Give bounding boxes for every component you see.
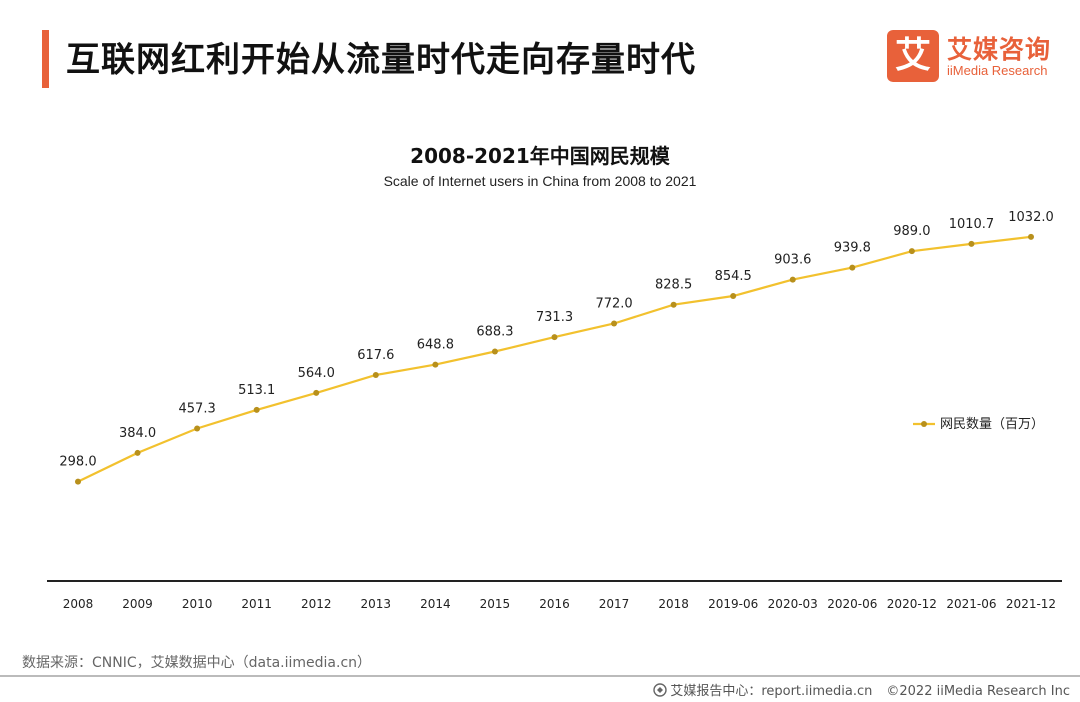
data-label: 854.5 (715, 269, 752, 284)
data-point (730, 293, 737, 300)
x-tick-label: 2021-06 (946, 597, 996, 611)
data-point (313, 389, 320, 396)
data-source: 数据来源：CNNIC，艾媒数据中心（data.iimedia.cn） (22, 655, 372, 671)
x-tick-label: 2018 (658, 597, 689, 611)
page-title: 互联网红利开始从流量时代走向存量时代 (66, 40, 696, 80)
data-point (432, 361, 439, 368)
data-label: 828.5 (655, 278, 692, 293)
data-label: 1032.0 (1008, 210, 1054, 225)
series-line (77, 235, 1032, 483)
data-label: 989.0 (893, 224, 930, 239)
legend-marker (921, 421, 927, 427)
data-label: 903.6 (774, 253, 811, 268)
x-tick-label: 2016 (539, 597, 570, 611)
logo-mark: 艾 (887, 30, 939, 82)
logo-english-name: iiMedia Research (947, 63, 1048, 78)
data-point (253, 406, 260, 413)
data-label: 298.0 (59, 455, 96, 470)
data-label: 617.6 (357, 348, 394, 363)
report-center-icon (653, 683, 668, 697)
data-point (75, 478, 81, 485)
x-tick-label: 2017 (599, 597, 630, 611)
title-accent-bar (42, 30, 49, 88)
data-point (670, 301, 677, 308)
x-tick-label: 2014 (420, 597, 451, 611)
footer-divider (0, 675, 1080, 677)
x-tick-label: 2013 (361, 597, 392, 611)
line-chart: 2008 2009 2010 2011 2012 2013 2014 2015 2016 2017… (47, 210, 1062, 611)
x-tick-label: 2020-12 (887, 597, 937, 611)
x-tick-label: 2019-06 (708, 597, 758, 611)
x-tick-label: 2020-06 (827, 597, 877, 611)
data-label: 1010.7 (949, 217, 995, 232)
x-tick-label: 2011 (241, 597, 272, 611)
data-label: 564.0 (298, 366, 335, 381)
data-point (194, 425, 201, 432)
data-point (849, 264, 856, 271)
data-point (908, 248, 915, 255)
data-label: 688.3 (476, 324, 513, 339)
data-point (491, 348, 498, 355)
data-label: 457.3 (179, 401, 216, 416)
x-tick-label: 2015 (480, 597, 511, 611)
data-label: 513.1 (238, 383, 275, 398)
data-label: 772.0 (595, 297, 632, 312)
chart-subtitle: Scale of Internet users in China from 20… (383, 173, 697, 189)
data-point (551, 334, 558, 341)
x-tick-label: 2009 (122, 597, 153, 611)
data-point (789, 276, 796, 283)
data-label: 384.0 (119, 426, 156, 441)
brand-logo: 艾 艾媒咨询 iiMedia Research (887, 30, 1062, 82)
data-label: 648.8 (417, 338, 454, 353)
data-point (372, 372, 379, 379)
x-tick-label: 2010 (182, 597, 213, 611)
data-point (968, 240, 975, 247)
x-tick-label: 2020-03 (768, 597, 818, 611)
report-center-link[interactable]: 艾媒报告中心：report.iimedia.cn (670, 684, 873, 699)
data-point (611, 320, 618, 327)
data-label: 939.8 (834, 241, 871, 256)
x-tick-label: 2012 (301, 597, 332, 611)
data-point (1028, 233, 1034, 240)
legend-label: 网民数量（百万） (940, 417, 1044, 432)
x-tick-label: 2008 (63, 597, 94, 611)
data-label: 731.3 (536, 310, 573, 325)
data-point (134, 449, 141, 456)
x-tick-label: 2021-12 (1006, 597, 1056, 611)
logo-chinese-name: 艾媒咨询 (947, 35, 1052, 64)
footer: 艾媒报告中心：report.iimedia.cn ©2022 iiMedia Re… (653, 680, 1070, 699)
chart-title: 2008-2021年中国网民规模 (410, 144, 670, 168)
copyright: ©2022 iiMedia Research Inc (886, 684, 1070, 699)
